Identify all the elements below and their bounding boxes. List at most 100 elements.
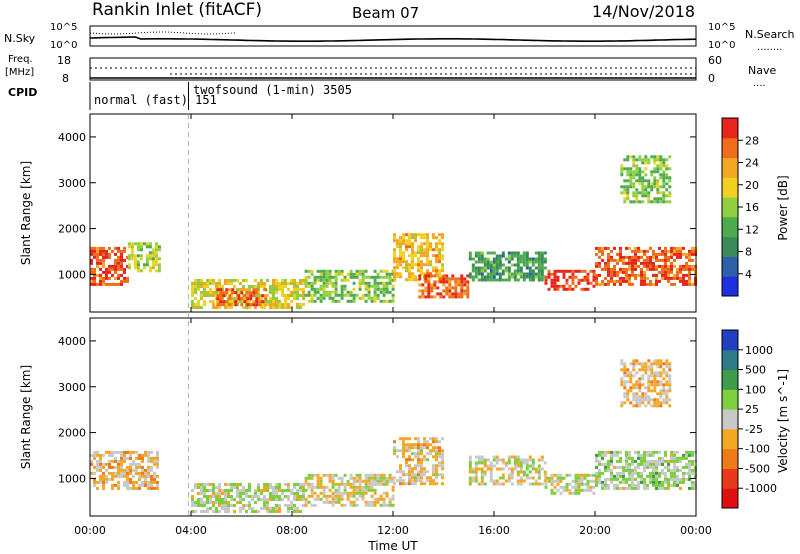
heatmap-cell — [655, 450, 658, 454]
heatmap-cell — [595, 456, 598, 460]
heatmap-cell — [638, 173, 642, 177]
heatmap-cell — [439, 277, 443, 281]
heatmap-cell — [399, 476, 402, 480]
heatmap-cell — [628, 273, 631, 277]
heatmap-cell — [668, 380, 672, 384]
heatmap-cell — [319, 296, 323, 300]
heatmap-cell — [272, 279, 275, 282]
heatmap-cell — [296, 492, 299, 495]
heatmap-cell — [667, 483, 670, 487]
heatmap-cell — [492, 269, 496, 273]
heatmap-cell — [647, 368, 651, 372]
heatmap-cell — [646, 258, 649, 262]
heatmap-cell — [402, 440, 405, 444]
heatmap-cell — [635, 401, 639, 405]
heatmap-cell — [640, 282, 643, 286]
heatmap-cell — [126, 468, 129, 472]
heatmap-cell — [224, 294, 227, 297]
heatmap-cell — [379, 299, 383, 303]
heatmap-cell — [448, 277, 452, 281]
heatmap-cell — [647, 383, 651, 387]
heatmap-cell — [622, 279, 625, 283]
heatmap-cell — [216, 294, 220, 298]
heatmap-cell — [239, 483, 242, 486]
heatmap-cell — [304, 488, 308, 492]
heatmap-cell — [328, 278, 332, 282]
heatmap-cell — [534, 260, 538, 264]
heatmap-cell — [664, 486, 667, 490]
heatmap-cell — [480, 482, 484, 486]
heatmap-cell — [492, 257, 496, 261]
heatmap-cell — [203, 288, 206, 291]
heatmap-cell — [435, 257, 438, 261]
heatmap-cell — [486, 266, 490, 270]
heatmap-cell — [379, 479, 383, 483]
heatmap-cell — [622, 474, 625, 478]
heatmap-cell — [334, 293, 338, 297]
heatmap-cell — [682, 471, 685, 475]
heatmap-cell — [340, 497, 344, 501]
heatmap-cell — [507, 269, 511, 273]
heatmap-cell — [655, 267, 658, 271]
heatmap-cell — [466, 274, 470, 278]
heatmap-cell — [556, 479, 560, 483]
heatmap-cell — [266, 501, 269, 504]
heatmap-cell — [646, 474, 649, 478]
heatmap-cell — [610, 267, 613, 271]
heatmap-cell — [242, 285, 245, 288]
heatmap-cell — [685, 273, 688, 277]
heatmap-cell — [319, 482, 323, 486]
heatmap-cell — [439, 295, 443, 299]
heatmap-cell — [580, 488, 584, 492]
heatmap-cell — [385, 491, 389, 495]
heatmap-cell — [685, 282, 688, 286]
heatmap-cell — [322, 494, 326, 498]
heatmap-cell — [325, 497, 329, 501]
heatmap-cell — [99, 468, 102, 472]
heatmap-cell — [474, 461, 478, 465]
heatmap-cell — [598, 459, 601, 463]
heatmap-cell — [435, 266, 438, 270]
heatmap-cell — [96, 249, 99, 253]
heatmap-cell — [441, 245, 444, 249]
heatmap-cell — [340, 284, 344, 288]
heatmap-cell — [212, 495, 215, 498]
heatmap-cell — [296, 285, 299, 288]
heatmap-cell — [376, 284, 380, 288]
heatmap-cell — [139, 254, 143, 258]
heatmap-cell — [96, 459, 99, 463]
heatmap-cell — [441, 263, 444, 267]
heatmap-cell — [230, 498, 233, 501]
heatmap-cell — [466, 292, 470, 296]
heatmap-cell — [239, 510, 242, 513]
heatmap-cell — [685, 267, 688, 271]
heatmap-cell — [364, 275, 368, 279]
heatmap-cell — [641, 368, 645, 372]
heatmap-cell — [260, 492, 263, 495]
heatmap-cell — [659, 359, 663, 363]
heatmap-cell — [553, 284, 557, 288]
heatmap-cell — [553, 275, 557, 279]
heatmap-cell — [123, 249, 126, 253]
heatmap-cell — [682, 465, 685, 469]
heatmap-cell — [586, 482, 590, 486]
heatmap-cell — [616, 486, 619, 490]
heatmap-cell — [676, 474, 679, 478]
heatmap-cell — [331, 299, 335, 303]
heatmap-cell — [260, 285, 263, 288]
heatmap-cell — [610, 480, 613, 484]
heatmap-cell — [123, 453, 126, 457]
heatmap-cell — [685, 264, 688, 268]
heatmap-cell — [644, 398, 648, 402]
heatmap-cell — [420, 467, 423, 471]
heatmap-cell — [275, 285, 278, 288]
heatmap-cell — [304, 278, 308, 282]
heatmap-cell — [120, 453, 123, 457]
heatmap-cell — [310, 476, 314, 480]
heatmap-cell — [423, 248, 426, 252]
heatmap-cell — [349, 494, 353, 498]
heatmap-cell — [414, 236, 417, 240]
heatmap-cell — [427, 292, 431, 296]
heatmap-cell — [99, 459, 102, 463]
heatmap-cell — [595, 465, 598, 469]
